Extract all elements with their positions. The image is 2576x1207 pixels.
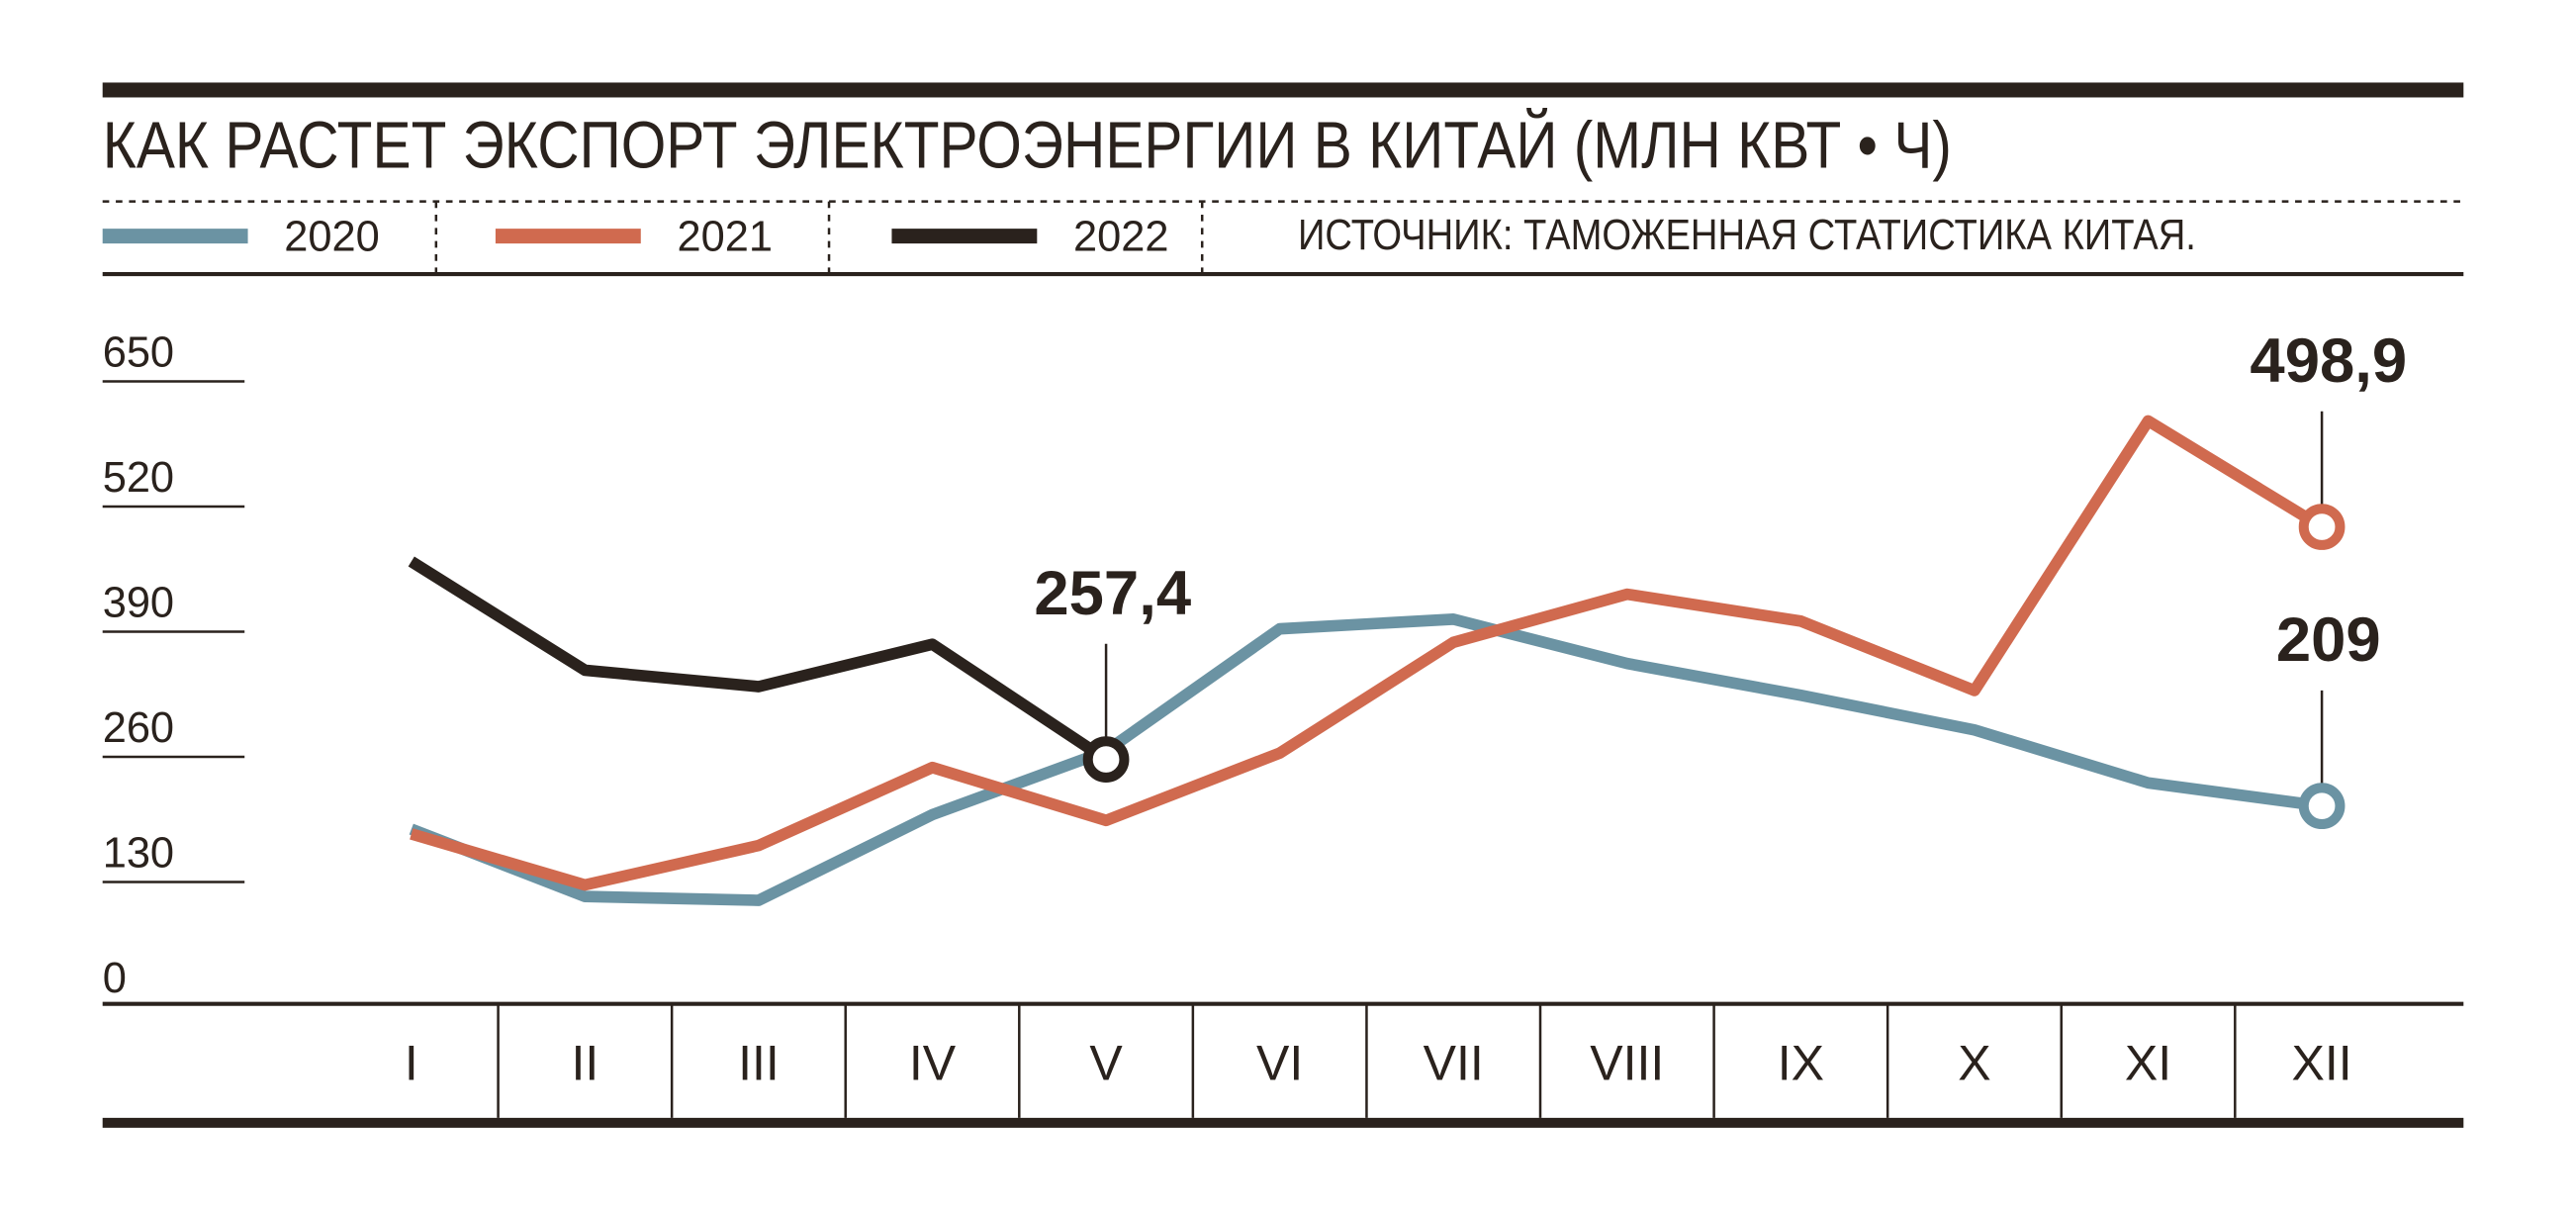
x-tick-label: X xyxy=(1958,1035,1990,1090)
series-line xyxy=(409,613,2323,906)
y-tick-label: 260 xyxy=(103,704,174,752)
y-tick-label: 390 xyxy=(103,579,174,626)
x-tick-label: XII xyxy=(2291,1035,2351,1090)
data-label: 257,4 xyxy=(1034,559,1191,628)
end-marker xyxy=(2298,504,2346,550)
y-tick-label: 520 xyxy=(103,454,174,502)
top-bar xyxy=(102,82,2464,98)
x-tick-label: VI xyxy=(1256,1035,1303,1090)
x-tick-label: I xyxy=(405,1035,418,1090)
x-tick-label: VII xyxy=(1424,1035,1484,1090)
source: ИСТОЧНИК: ТАМОЖЕННАЯ СТАТИСТИКА КИТАЯ. xyxy=(1298,212,2196,259)
y-tick-label: 0 xyxy=(103,955,127,1002)
end-marker xyxy=(1082,736,1130,783)
x-tick-label: IV xyxy=(909,1035,957,1090)
legend-label: 2022 xyxy=(1073,213,1169,260)
x-tick-label: II xyxy=(571,1035,598,1090)
x-tick-label: IX xyxy=(1778,1035,1824,1090)
bottom-bar xyxy=(102,1117,2464,1128)
y-tick-label: 130 xyxy=(103,829,174,877)
data-label: 209 xyxy=(2276,605,2381,675)
x-tick-label: VIII xyxy=(1590,1035,1664,1090)
y-tick-label: 650 xyxy=(103,328,174,376)
x-tick-label: V xyxy=(1089,1035,1123,1090)
data-label: 498,9 xyxy=(2250,326,2407,396)
series-line xyxy=(408,556,1110,765)
x-tick-label: XI xyxy=(2125,1035,2171,1090)
series-line xyxy=(410,415,2326,891)
legend-label: 2020 xyxy=(284,213,380,260)
legend-label: 2021 xyxy=(677,213,773,260)
x-tick-label: III xyxy=(738,1035,780,1090)
end-marker xyxy=(2298,783,2346,830)
chart-title: КАК РАСТЕТ ЭКСПОРТ ЭЛЕКТРОЭНЕРГИИ В КИТА… xyxy=(103,107,1952,182)
